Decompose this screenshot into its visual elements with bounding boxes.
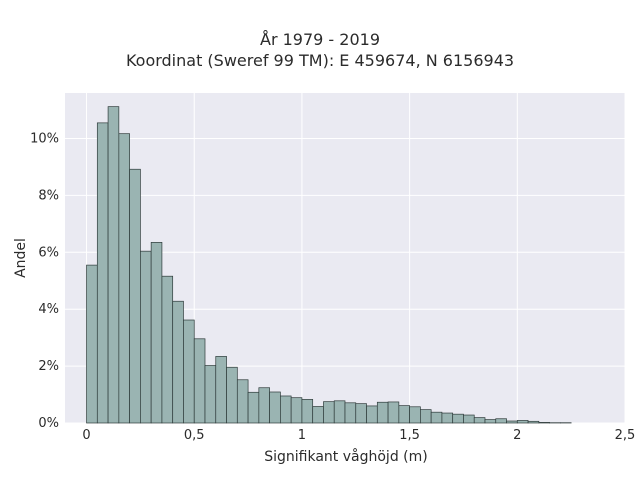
histogram-bar — [107, 106, 120, 424]
histogram-bar — [441, 412, 454, 424]
histogram-bar — [86, 264, 98, 424]
histogram-bar — [398, 405, 410, 424]
histogram-bar — [150, 242, 163, 424]
chart-title: År 1979 - 2019 — [260, 30, 380, 49]
histogram-bar — [527, 420, 540, 424]
histogram-bar — [129, 168, 141, 424]
chart-subtitle: Koordinat (Sweref 99 TM): E 459674, N 61… — [125, 51, 515, 70]
histogram-bar — [355, 403, 367, 424]
x-tick-label: 2,5 — [615, 428, 636, 443]
histogram-bar — [301, 399, 314, 424]
histogram-bar — [280, 395, 292, 424]
histogram-bar — [172, 300, 184, 424]
x-axis-label: Signifikant våghöjd (m) — [264, 448, 427, 465]
y-tick-label: 2% — [38, 359, 59, 374]
histogram-bar — [258, 387, 270, 424]
histogram-bar — [236, 379, 249, 424]
y-axis-label: Andel — [13, 238, 29, 278]
histogram-bar — [312, 406, 324, 424]
histogram-bar — [484, 419, 497, 424]
x-tick-label: 2 — [513, 428, 521, 443]
histogram-bar — [516, 420, 529, 424]
histogram-bar — [538, 422, 550, 424]
histogram-bar — [118, 133, 130, 424]
histogram-bar — [366, 405, 378, 424]
histogram-bar — [463, 414, 475, 424]
y-tick-label: 6% — [38, 245, 59, 260]
x-tick-label: 0,5 — [184, 428, 205, 443]
histogram-bar — [409, 406, 421, 424]
histogram-bar — [215, 356, 227, 424]
histogram-bar — [161, 275, 174, 424]
histogram-bar — [452, 413, 464, 424]
x-tick-label: 0 — [82, 428, 90, 443]
histogram-bar — [323, 401, 335, 424]
histogram-bar — [247, 391, 260, 424]
histogram-bar — [506, 420, 518, 424]
x-tick-label: 1 — [298, 428, 306, 443]
histogram-bar — [269, 391, 281, 424]
y-tick-label: 10% — [30, 132, 59, 147]
histogram-bar — [344, 402, 357, 424]
x-tick-label: 1,5 — [399, 428, 420, 443]
y-tick-label: 4% — [38, 302, 59, 317]
y-tick-label: 0% — [38, 416, 59, 431]
histogram-bar — [420, 409, 432, 424]
histogram-bar — [333, 400, 346, 424]
histogram-bar — [226, 366, 238, 424]
histogram-bar — [495, 418, 507, 424]
histogram-bar — [430, 411, 443, 424]
histogram-bar — [183, 319, 195, 424]
histogram-bar — [204, 365, 217, 424]
histogram-bar — [96, 122, 109, 424]
histogram-bar — [473, 417, 486, 424]
histogram-bar — [387, 401, 400, 424]
histogram-bar — [140, 250, 152, 424]
histogram-bar — [376, 401, 389, 424]
histogram-bar — [290, 397, 303, 424]
histogram-bar — [193, 338, 206, 424]
y-tick-label: 8% — [38, 188, 59, 203]
